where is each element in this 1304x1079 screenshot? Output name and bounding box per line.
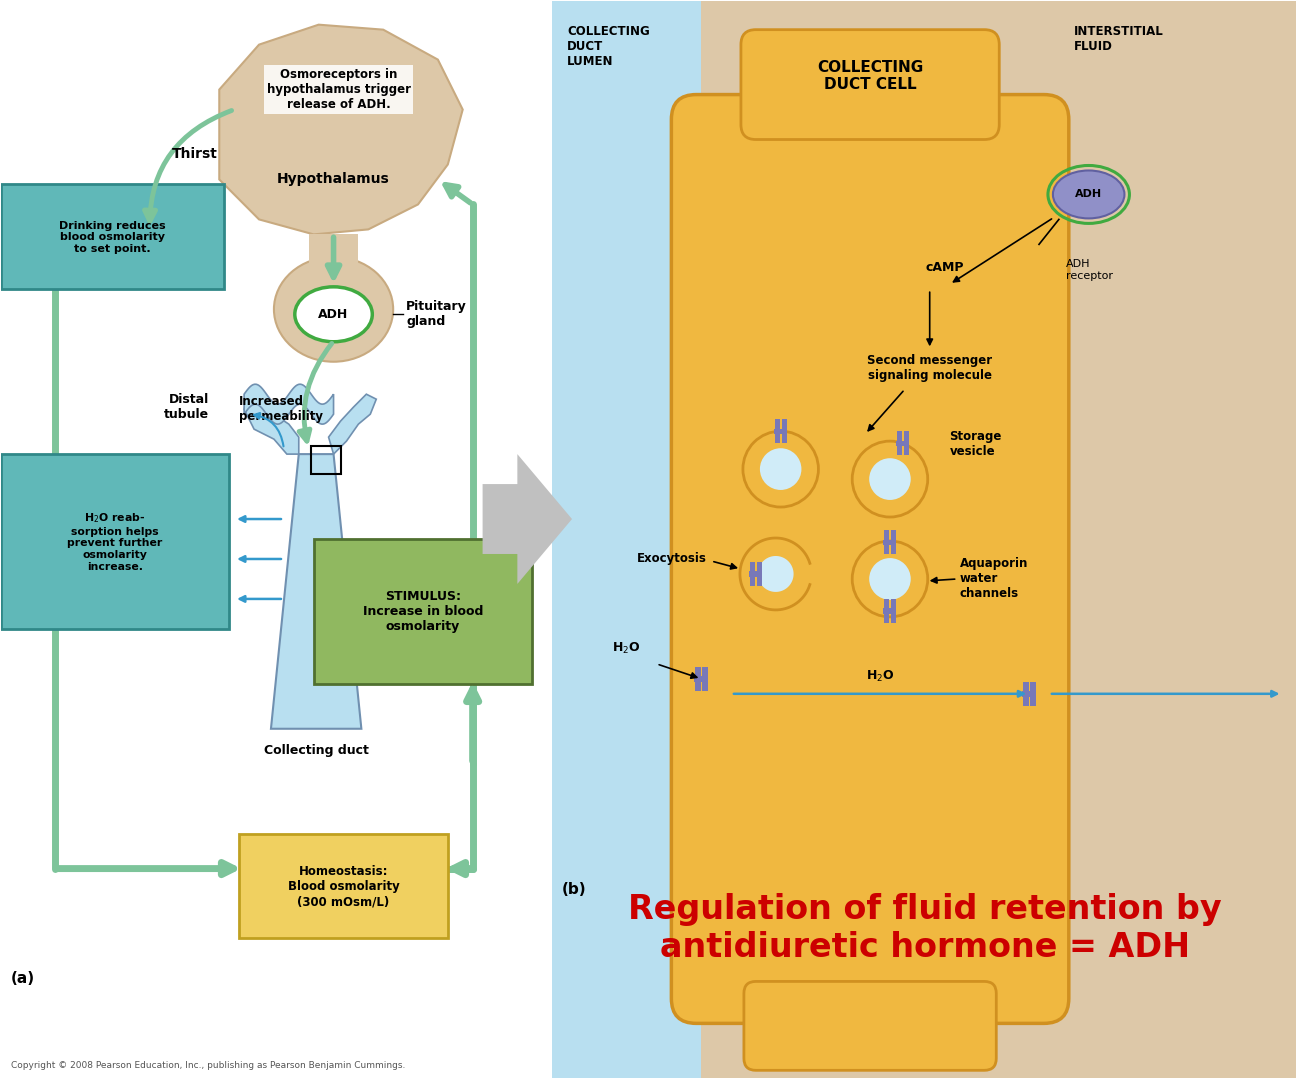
Text: Drinking reduces
blood osmolarity
to set point.: Drinking reduces blood osmolarity to set…: [59, 221, 166, 254]
Bar: [904, 432, 909, 455]
Text: Storage
vesicle: Storage vesicle: [949, 431, 1001, 459]
Bar: [775, 419, 780, 443]
Text: Distal
tubule: Distal tubule: [164, 393, 210, 421]
Text: Exocytosis: Exocytosis: [636, 552, 707, 565]
Circle shape: [853, 441, 927, 517]
Text: Pituitary
gland: Pituitary gland: [406, 300, 467, 328]
FancyBboxPatch shape: [741, 29, 999, 139]
Text: Collecting duct: Collecting duct: [265, 743, 369, 756]
Text: Second messenger
signaling molecule: Second messenger signaling molecule: [867, 354, 992, 382]
Bar: [883, 609, 896, 614]
Text: Homeostasis:
Blood osmolarity
(300 mOsm/L): Homeostasis: Blood osmolarity (300 mOsm/…: [288, 865, 399, 909]
Bar: [891, 599, 896, 623]
Circle shape: [853, 541, 927, 617]
Text: (b): (b): [562, 882, 587, 897]
Bar: [884, 599, 889, 623]
Polygon shape: [309, 234, 359, 270]
Ellipse shape: [295, 287, 373, 342]
Text: Regulation of fluid retention by
antidiuretic hormone = ADH: Regulation of fluid retention by antidiu…: [629, 893, 1222, 965]
Bar: [756, 562, 763, 586]
Text: COLLECTING
DUCT CELL: COLLECTING DUCT CELL: [818, 59, 923, 92]
Text: H$_2$O: H$_2$O: [866, 669, 895, 684]
Text: H$_2$O: H$_2$O: [613, 641, 640, 656]
Text: Increased
permeability: Increased permeability: [239, 395, 323, 423]
Text: ADH: ADH: [318, 308, 348, 320]
FancyBboxPatch shape: [314, 540, 532, 684]
Bar: [773, 428, 788, 434]
Bar: [884, 530, 889, 554]
Polygon shape: [482, 454, 572, 584]
Ellipse shape: [1052, 170, 1124, 218]
FancyBboxPatch shape: [1, 185, 224, 289]
Bar: [694, 677, 708, 682]
Text: Thirst: Thirst: [172, 148, 218, 162]
Text: INTERSTITIAL
FLUID: INTERSTITIAL FLUID: [1073, 25, 1163, 53]
Ellipse shape: [274, 257, 394, 361]
Bar: [748, 572, 763, 577]
Text: Osmoreceptors in
hypothalamus trigger
release of ADH.: Osmoreceptors in hypothalamus trigger re…: [266, 68, 411, 111]
Text: H$_2$O reab-
sorption helps
prevent further
osmolarity
increase.: H$_2$O reab- sorption helps prevent furt…: [68, 511, 163, 572]
Text: ADH: ADH: [1074, 190, 1102, 200]
Bar: [750, 562, 755, 586]
FancyBboxPatch shape: [239, 834, 447, 939]
Bar: [695, 667, 700, 691]
Bar: [310, 446, 340, 474]
Polygon shape: [552, 1, 702, 1078]
Text: cAMP: cAMP: [926, 261, 964, 274]
Circle shape: [743, 432, 819, 507]
Text: (a): (a): [10, 971, 35, 986]
Polygon shape: [244, 394, 299, 454]
FancyBboxPatch shape: [1, 454, 230, 629]
Circle shape: [760, 448, 802, 490]
Text: COLLECTING
DUCT
LUMEN: COLLECTING DUCT LUMEN: [567, 25, 649, 68]
Circle shape: [870, 558, 910, 600]
Text: Aquaporin
water
channels: Aquaporin water channels: [960, 558, 1028, 600]
Bar: [896, 440, 909, 446]
Bar: [1024, 682, 1029, 706]
FancyBboxPatch shape: [672, 95, 1069, 1023]
Bar: [1030, 682, 1035, 706]
Bar: [883, 540, 896, 545]
Polygon shape: [552, 1, 1296, 1078]
Text: ADH
receptor: ADH receptor: [1065, 259, 1112, 281]
Bar: [1022, 692, 1035, 697]
FancyBboxPatch shape: [743, 982, 996, 1070]
Polygon shape: [739, 538, 811, 610]
Text: STIMULUS:
Increase in blood
osmolarity: STIMULUS: Increase in blood osmolarity: [363, 590, 484, 633]
Bar: [702, 667, 708, 691]
Polygon shape: [219, 25, 463, 234]
Text: Copyright © 2008 Pearson Education, Inc., publishing as Pearson Benjamin Cumming: Copyright © 2008 Pearson Education, Inc.…: [10, 1062, 406, 1070]
Bar: [891, 530, 896, 554]
Polygon shape: [758, 556, 794, 592]
Circle shape: [870, 459, 910, 500]
Text: Hypothalamus: Hypothalamus: [278, 173, 390, 187]
Polygon shape: [271, 454, 361, 728]
Bar: [781, 419, 788, 443]
Polygon shape: [329, 394, 377, 454]
Bar: [897, 432, 902, 455]
Polygon shape: [244, 384, 334, 424]
